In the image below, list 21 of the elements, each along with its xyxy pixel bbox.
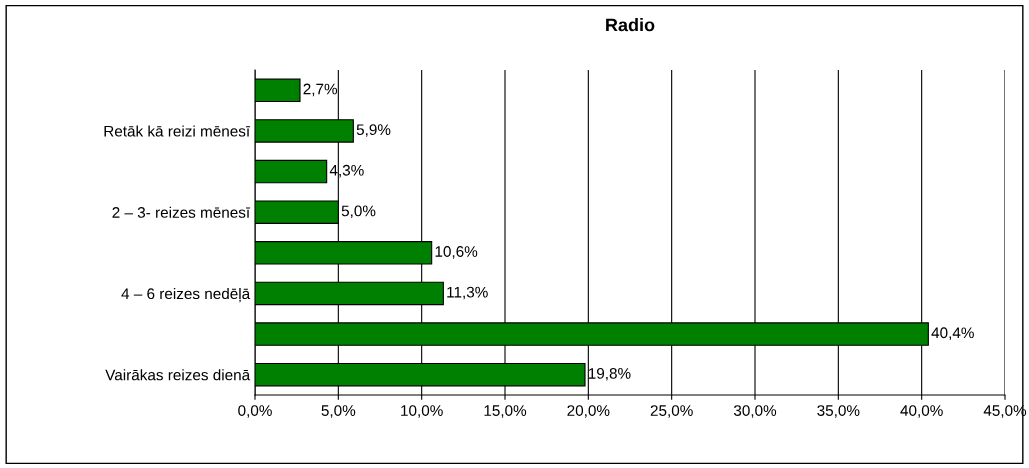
x-tick-label: 20,0% xyxy=(567,405,610,418)
data-label: 2,7% xyxy=(303,83,338,97)
x-tick-label: 30,0% xyxy=(733,405,777,418)
x-tick-label: 5,0% xyxy=(321,405,356,418)
data-label: 11,3% xyxy=(447,286,488,300)
data-label: 5,0% xyxy=(341,205,376,219)
data-label: 19,8% xyxy=(588,367,631,381)
x-tick-label: 40,0% xyxy=(900,405,943,418)
y-tick-label: Vairākas reizes dienā xyxy=(105,369,251,381)
y-tick-label: 4 – 6 reizes nedēļā xyxy=(121,287,251,303)
y-tick-label: Retāk kā reizi mēnesī xyxy=(104,125,251,137)
data-label: 40,4% xyxy=(931,327,974,340)
data-label: 10,6% xyxy=(435,246,478,259)
x-tick-label: 10,0% xyxy=(401,405,443,418)
x-tick-label: 0,0% xyxy=(238,405,272,418)
y-tick-label: 2 – 3- reizes mēnesī xyxy=(112,206,251,218)
data-label: 5,9% xyxy=(356,124,391,137)
x-tick-label: 35,0% xyxy=(817,405,860,418)
x-tick-label: 15,0% xyxy=(484,405,527,418)
x-tick-label: 25,0% xyxy=(650,405,693,418)
chart-title: Radio xyxy=(606,18,655,32)
